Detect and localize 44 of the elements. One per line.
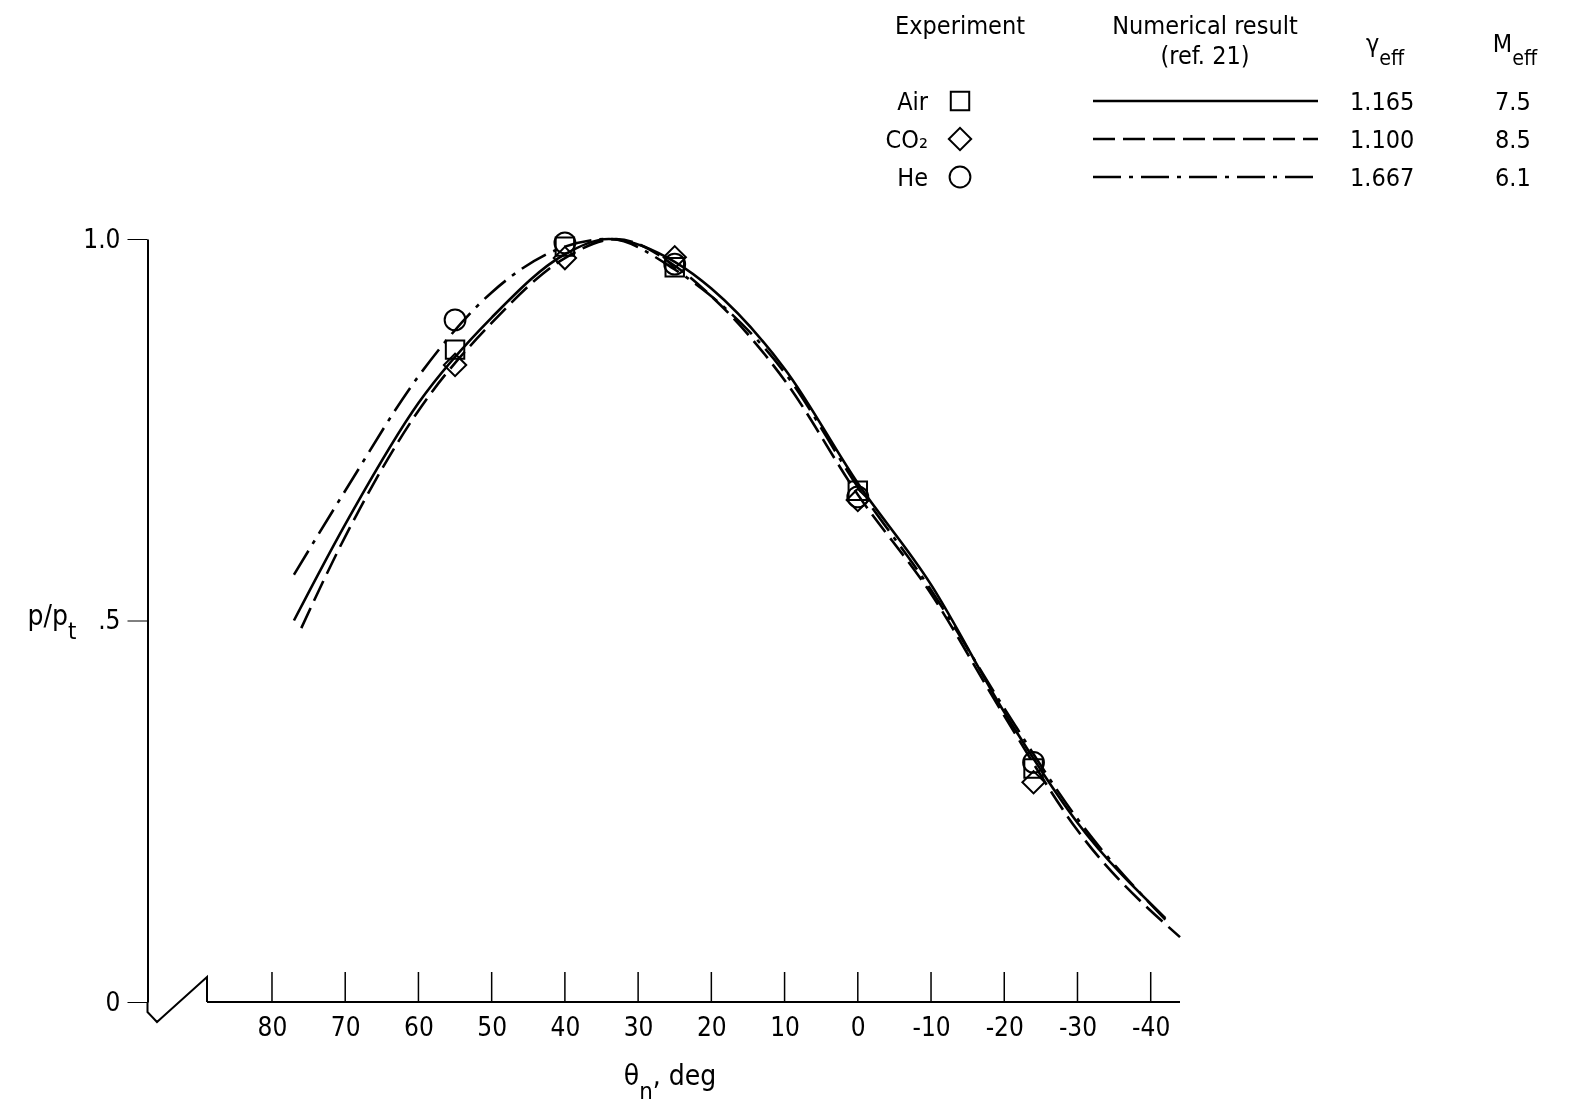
text: 1.667 — [1350, 163, 1415, 192]
x-tick-label: 70 — [330, 1012, 361, 1043]
y-tick-label: .5 — [98, 605, 121, 636]
y-tick-label: 0 — [105, 986, 121, 1017]
text: γ$_{eff}$ — [1365, 29, 1405, 70]
y-axis-title: p/p$_{t}$ — [27, 599, 77, 645]
x-tick-label: -10 — [912, 1012, 951, 1043]
x-tick-label: -30 — [1058, 1012, 1098, 1043]
text: 7.5 — [1495, 87, 1531, 116]
legend-label: CO₂ — [885, 125, 928, 154]
point — [552, 245, 578, 271]
legend-label: He — [897, 163, 928, 192]
x-tick-label: 80 — [257, 1012, 288, 1043]
text: Experiment — [895, 11, 1026, 40]
point — [443, 308, 467, 332]
x-axis-title: θ$_{n}$, deg — [623, 1059, 717, 1105]
point — [664, 257, 685, 278]
x-tick-label: 60 — [404, 1012, 434, 1043]
point — [847, 480, 869, 502]
x-tick-label: 0 — [850, 1012, 866, 1043]
point — [1023, 758, 1044, 779]
x-tick-label: 50 — [477, 1012, 508, 1043]
x-tick-label: 30 — [623, 1012, 654, 1043]
text: 1.165 — [1350, 87, 1415, 116]
point — [662, 245, 687, 270]
x-tick-label: -20 — [985, 1012, 1024, 1043]
x-tick-label: -40 — [1132, 1012, 1171, 1043]
point — [444, 339, 466, 360]
point — [1022, 751, 1045, 774]
y-tick-label: 1.0 — [83, 223, 121, 254]
legend-label: Air — [897, 87, 929, 116]
text: M$_{eff}$ — [1492, 29, 1539, 70]
text: 8.5 — [1495, 125, 1531, 154]
x-tick-label: 40 — [550, 1012, 581, 1043]
x-tick-label: 20 — [696, 1012, 727, 1043]
text: 1.100 — [1350, 125, 1415, 154]
x-tick-label: 10 — [770, 1012, 800, 1043]
point — [554, 236, 576, 257]
point — [442, 352, 468, 378]
text: 6.1 — [1495, 163, 1531, 192]
point — [663, 252, 687, 276]
point — [1021, 770, 1046, 795]
point — [553, 231, 577, 255]
text: Numerical result (ref. 21) — [1112, 11, 1298, 70]
